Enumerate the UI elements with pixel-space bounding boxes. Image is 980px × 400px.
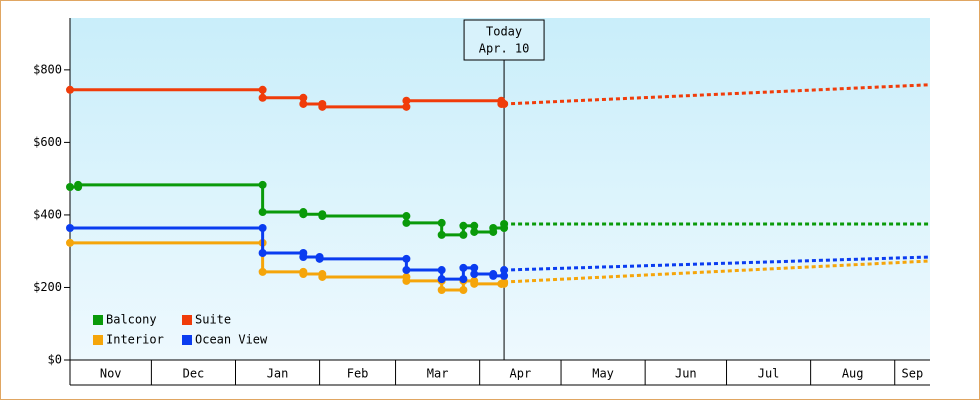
point-marker [402, 218, 411, 227]
legend-swatch [93, 315, 103, 325]
step-marker [402, 212, 411, 221]
step-marker [500, 271, 509, 280]
point-marker [74, 180, 83, 189]
x-tick-label: Mar [427, 367, 449, 381]
step-marker [459, 275, 468, 284]
point-marker [470, 279, 479, 288]
x-tick-label: Apr [510, 367, 532, 381]
step-marker [258, 180, 267, 189]
legend-swatch [182, 315, 192, 325]
x-tick-label: Nov [100, 367, 122, 381]
point-marker [315, 254, 324, 263]
point-marker [318, 102, 327, 111]
legend-label: Suite [195, 313, 231, 327]
step-marker [437, 266, 446, 275]
point-marker [470, 227, 479, 236]
point-marker [258, 267, 267, 276]
point-marker [66, 85, 74, 94]
point-marker [318, 272, 327, 281]
legend-label: Interior [106, 333, 164, 347]
y-tick-label: $600 [33, 135, 62, 149]
point-marker [489, 223, 498, 232]
point-marker [489, 271, 498, 280]
x-tick-label: May [592, 367, 614, 381]
point-marker [437, 230, 446, 239]
step-marker [470, 221, 479, 230]
point-marker [258, 249, 267, 258]
y-tick-label: $400 [33, 207, 62, 221]
y-tick-label: $200 [33, 280, 62, 294]
x-tick-label: Feb [347, 367, 369, 381]
forecast-line [504, 83, 931, 106]
step-marker [470, 263, 479, 272]
point-marker [258, 93, 267, 102]
today-date: Apr. 10 [479, 42, 530, 56]
point-marker [66, 183, 74, 192]
point-marker [66, 223, 74, 232]
plot-area [70, 18, 930, 360]
x-tick-label: Jun [675, 367, 697, 381]
point-marker [459, 263, 468, 272]
forecast-line [503, 259, 931, 284]
point-marker [299, 99, 308, 108]
y-tick-label: $800 [33, 62, 62, 76]
point-marker [402, 276, 411, 285]
legend-label: Balcony [106, 313, 157, 327]
step-marker [459, 286, 468, 295]
point-marker [299, 210, 308, 219]
x-tick-label: Jan [267, 367, 289, 381]
x-tick-label: Dec [183, 367, 205, 381]
forecast-line [504, 255, 931, 272]
point-marker [299, 270, 308, 279]
point-marker [258, 208, 267, 217]
today-box [463, 19, 545, 61]
x-tick-label: Sep [902, 367, 924, 381]
step-marker [299, 93, 308, 102]
step-marker [459, 230, 468, 239]
point-marker [437, 275, 446, 284]
point-marker [66, 238, 74, 247]
step-marker [402, 254, 411, 263]
x-tick-label: Jul [758, 367, 780, 381]
step-marker [402, 102, 411, 111]
point-marker [402, 266, 411, 275]
legend-label: Ocean View [195, 333, 268, 347]
point-marker [459, 221, 468, 230]
step-marker [258, 85, 267, 94]
point-marker [299, 253, 308, 262]
point-marker [318, 212, 327, 221]
point-marker [470, 270, 479, 279]
y-tick-label: $0 [48, 353, 62, 367]
point-marker [402, 96, 411, 105]
x-tick-label: Aug [842, 367, 864, 381]
step-marker [258, 223, 267, 232]
point-marker [437, 286, 446, 295]
legend-swatch [93, 335, 103, 345]
step-marker [437, 218, 446, 227]
legend-swatch [182, 335, 192, 345]
today-label: Today [486, 25, 522, 39]
